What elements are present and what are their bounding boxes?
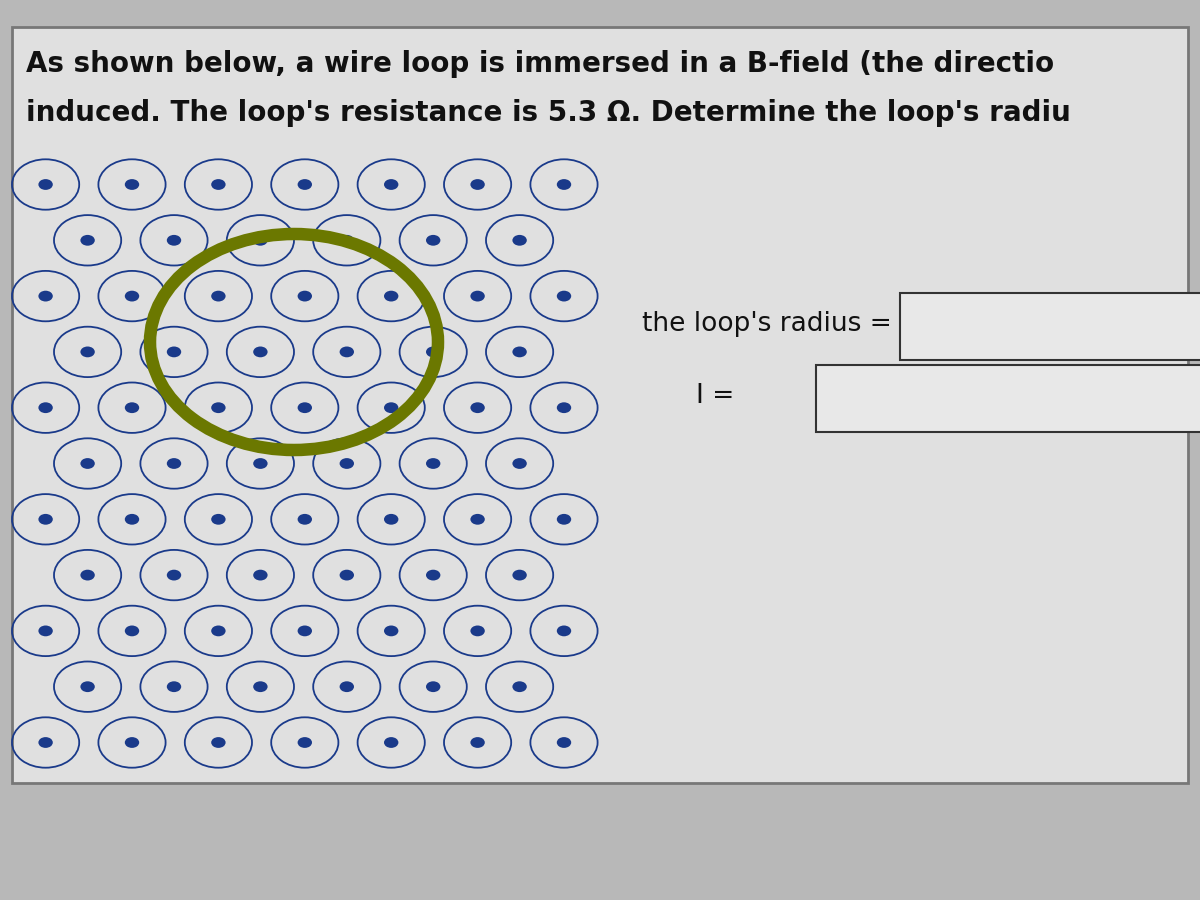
Circle shape — [384, 737, 398, 748]
Circle shape — [384, 626, 398, 636]
Circle shape — [211, 402, 226, 413]
Circle shape — [125, 626, 139, 636]
Circle shape — [512, 570, 527, 580]
Text: the loop's radius =: the loop's radius = — [642, 311, 892, 337]
Circle shape — [557, 737, 571, 748]
Bar — [900, 292, 1200, 360]
Circle shape — [253, 458, 268, 469]
Circle shape — [125, 291, 139, 302]
Circle shape — [211, 626, 226, 636]
Circle shape — [298, 291, 312, 302]
Circle shape — [557, 514, 571, 525]
Circle shape — [512, 346, 527, 357]
Circle shape — [512, 681, 527, 692]
Circle shape — [557, 402, 571, 413]
Circle shape — [38, 179, 53, 190]
Circle shape — [426, 235, 440, 246]
Circle shape — [80, 458, 95, 469]
Circle shape — [167, 346, 181, 357]
Circle shape — [38, 514, 53, 525]
Circle shape — [340, 570, 354, 580]
Circle shape — [298, 737, 312, 748]
Circle shape — [470, 626, 485, 636]
Circle shape — [470, 291, 485, 302]
Circle shape — [512, 458, 527, 469]
Circle shape — [80, 681, 95, 692]
Circle shape — [253, 346, 268, 357]
Circle shape — [426, 681, 440, 692]
Text: induced. The loop's resistance is 5.3 Ω. Determine the loop's radiu: induced. The loop's resistance is 5.3 Ω.… — [26, 99, 1072, 127]
Circle shape — [167, 681, 181, 692]
Circle shape — [298, 514, 312, 525]
Circle shape — [80, 346, 95, 357]
Circle shape — [211, 514, 226, 525]
Circle shape — [426, 346, 440, 357]
Bar — [816, 364, 1200, 432]
Circle shape — [211, 737, 226, 748]
Circle shape — [167, 458, 181, 469]
Circle shape — [167, 235, 181, 246]
Circle shape — [211, 291, 226, 302]
Circle shape — [384, 514, 398, 525]
Text: As shown below, a wire loop is immersed in a B-field (the directio: As shown below, a wire loop is immersed … — [26, 50, 1055, 77]
Circle shape — [470, 514, 485, 525]
Circle shape — [340, 458, 354, 469]
Circle shape — [557, 291, 571, 302]
Text: I =: I = — [696, 383, 734, 409]
Circle shape — [125, 402, 139, 413]
Circle shape — [38, 737, 53, 748]
Circle shape — [253, 235, 268, 246]
Circle shape — [80, 235, 95, 246]
Circle shape — [125, 737, 139, 748]
Circle shape — [38, 402, 53, 413]
Circle shape — [125, 179, 139, 190]
Circle shape — [512, 235, 527, 246]
Circle shape — [298, 179, 312, 190]
Circle shape — [253, 681, 268, 692]
Circle shape — [557, 179, 571, 190]
Circle shape — [38, 291, 53, 302]
Circle shape — [298, 402, 312, 413]
Circle shape — [253, 570, 268, 580]
Circle shape — [80, 570, 95, 580]
Circle shape — [384, 291, 398, 302]
Circle shape — [38, 626, 53, 636]
Circle shape — [298, 626, 312, 636]
Circle shape — [211, 179, 226, 190]
Circle shape — [426, 458, 440, 469]
Circle shape — [470, 179, 485, 190]
Circle shape — [340, 346, 354, 357]
Bar — [12, 27, 1188, 783]
Circle shape — [167, 570, 181, 580]
Circle shape — [340, 681, 354, 692]
Circle shape — [340, 235, 354, 246]
Circle shape — [384, 402, 398, 413]
Circle shape — [557, 626, 571, 636]
Circle shape — [470, 402, 485, 413]
Circle shape — [426, 570, 440, 580]
Circle shape — [470, 737, 485, 748]
Circle shape — [384, 179, 398, 190]
Circle shape — [125, 514, 139, 525]
